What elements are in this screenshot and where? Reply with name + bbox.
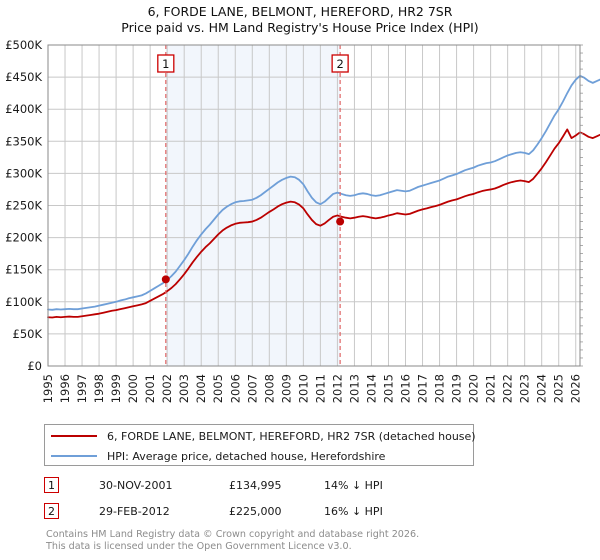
x-axis-tick-label: 2017	[416, 374, 430, 403]
transaction-marker-badge-label: 1	[162, 57, 169, 71]
transaction-price-2: £225,000	[229, 504, 282, 518]
series-line-hpi	[47, 74, 600, 311]
x-axis-tick-label: 2007	[245, 374, 259, 403]
y-axis-tick-label: £100K	[5, 295, 42, 309]
x-axis-tick-label: 2014	[364, 374, 378, 403]
transaction-badge-2: 2	[44, 503, 59, 519]
x-axis-tick-label: 2023	[518, 374, 532, 403]
x-axis-tick-label: 2026	[569, 374, 583, 403]
x-axis-tick-label: 2001	[143, 374, 157, 403]
x-axis-tick-label: 2013	[347, 374, 361, 403]
transaction-price-1: £134,995	[229, 478, 282, 492]
y-axis-tick-label: £150K	[5, 263, 42, 277]
x-axis-tick-label: 2015	[381, 374, 395, 403]
legend-item-price-paid: 6, FORDE LANE, BELMONT, HEREFORD, HR2 7S…	[45, 426, 476, 446]
title-line-1: 6, FORDE LANE, BELMONT, HEREFORD, HR2 7S…	[147, 4, 453, 19]
x-axis-tick-label: 2012	[330, 374, 344, 403]
footer-attribution: Contains HM Land Registry data © Crown c…	[46, 529, 566, 552]
x-axis-tick-label: 2005	[211, 374, 225, 403]
x-axis-tick-label: 2004	[194, 374, 208, 403]
x-axis-tick-label: 2019	[450, 374, 464, 403]
legend-label-price-paid: 6, FORDE LANE, BELMONT, HEREFORD, HR2 7S…	[107, 429, 476, 443]
transaction-marker-badge[interactable]	[331, 54, 349, 73]
x-axis-tick-label: 2009	[279, 374, 293, 403]
transaction-point[interactable]	[161, 275, 170, 284]
footer-line-2: This data is licensed under the Open Gov…	[46, 540, 352, 552]
transaction-date-2: 29-FEB-2012	[99, 504, 170, 518]
x-axis-tick-label: 2021	[484, 374, 498, 403]
y-axis-tick-label: £450K	[5, 70, 42, 84]
y-axis-tick-label: £250K	[5, 199, 42, 213]
y-axis-tick-label: £400K	[5, 102, 42, 116]
x-axis-tick-label: 2024	[535, 374, 549, 403]
x-axis-tick-label: 2020	[467, 374, 481, 403]
x-axis-tick-label: 2003	[177, 374, 191, 403]
transaction-badge-1: 1	[44, 477, 59, 493]
transaction-delta-1: 14% ↓ HPI	[324, 478, 383, 492]
legend-swatch-hpi	[51, 455, 97, 457]
x-axis-tick-label: 1999	[109, 374, 123, 403]
table-row[interactable]: 2 29-FEB-2012 £225,000 16% ↓ HPI	[44, 498, 514, 524]
x-axis-tick-label: 1996	[58, 374, 72, 403]
x-axis-tick-label: 2016	[399, 374, 413, 403]
transaction-point[interactable]	[336, 217, 345, 226]
legend-swatch-price-paid	[51, 435, 97, 437]
chart-svg: £0 £50K £100K £150K £200K £250K £300K £350K £400…	[5, 38, 600, 403]
x-axis-tick-label: 2000	[126, 374, 140, 403]
x-axis-tick-label: 2006	[228, 374, 242, 403]
x-axis-tick-label: 2008	[262, 374, 276, 403]
x-axis-tick-label: 1997	[75, 374, 89, 403]
footer-line-1: Contains HM Land Registry data © Crown c…	[46, 529, 420, 540]
y-axis-tick-label: £200K	[5, 231, 42, 245]
x-axis-tick-label: 2018	[433, 374, 447, 403]
legend-item-hpi: HPI: Average price, detached house, Here…	[45, 446, 473, 466]
x-axis-tick-label: 2002	[160, 374, 174, 403]
x-axis-tick-label: 1998	[92, 374, 106, 403]
y-axis-tick-label: £500K	[5, 38, 42, 52]
y-axis-tick-label: £0	[27, 359, 42, 373]
x-axis-tick-label: 2022	[501, 374, 515, 403]
y-axis-tick-label: £50K	[13, 327, 43, 341]
transactions-table: 1 30-NOV-2001 £134,995 14% ↓ HPI 2 29-FE…	[44, 472, 514, 524]
title-line-2: Price paid vs. HM Land Registry's House …	[121, 20, 479, 35]
transaction-delta-2: 16% ↓ HPI	[324, 504, 383, 518]
x-axis-tick-label: 2010	[296, 374, 310, 403]
x-axis-tick-label: 2025	[552, 374, 566, 403]
page-title: 6, FORDE LANE, BELMONT, HEREFORD, HR2 7S…	[0, 0, 600, 36]
transaction-marker-badge[interactable]	[157, 54, 175, 73]
x-axis-tick-label: 1995	[41, 374, 55, 403]
y-axis-tick-label: £350K	[5, 134, 42, 148]
y-axis-tick-label: £300K	[5, 166, 42, 180]
price-history-chart: £0 £50K £100K £150K £200K £250K £300K £350K £400…	[5, 38, 600, 403]
transaction-marker-badge-label: 2	[336, 57, 343, 71]
x-axis-tick-label: 2011	[313, 374, 327, 403]
chart-legend: 6, FORDE LANE, BELMONT, HEREFORD, HR2 7S…	[44, 424, 476, 466]
series-line-price-paid	[47, 128, 600, 319]
transaction-date-1: 30-NOV-2001	[99, 478, 173, 492]
table-row[interactable]: 1 30-NOV-2001 £134,995 14% ↓ HPI	[44, 472, 514, 498]
legend-label-hpi: HPI: Average price, detached house, Here…	[107, 449, 386, 463]
